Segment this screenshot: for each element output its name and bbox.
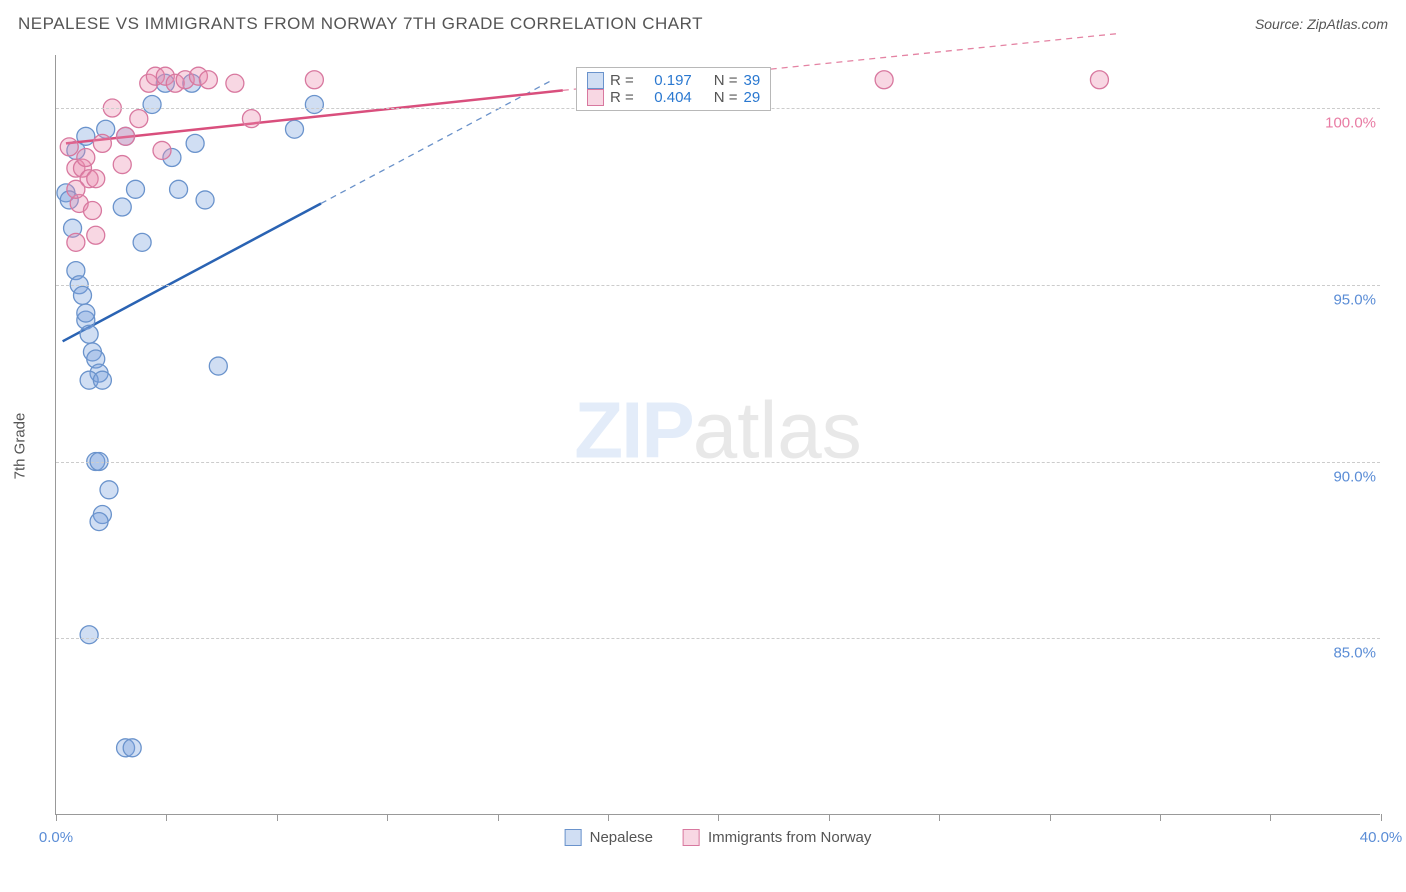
- chart-plot-area: ZIPatlas R =0.197N =39R =0.404N =29 Nepa…: [55, 55, 1380, 815]
- x-tick: [56, 814, 57, 821]
- x-tick: [1160, 814, 1161, 821]
- source-label: Source: ZipAtlas.com: [1255, 16, 1388, 32]
- x-tick: [718, 814, 719, 821]
- legend-row: R = 0.197 N = 39: [587, 72, 760, 89]
- x-tick: [1381, 814, 1382, 821]
- legend-row: R = 0.404 N = 29: [587, 89, 760, 106]
- chart-title: NEPALESE VS IMMIGRANTS FROM NORWAY 7TH G…: [18, 14, 703, 34]
- legend-item: Immigrants from Norway: [683, 829, 871, 846]
- legend-label: Nepalese: [590, 829, 653, 846]
- legend-swatch: [683, 829, 700, 846]
- n-label: N =: [714, 89, 738, 106]
- n-value: 39: [744, 72, 761, 89]
- y-tick-label: 100.0%: [1319, 113, 1382, 134]
- r-label: R =: [610, 72, 634, 89]
- chart-svg: [56, 55, 1380, 814]
- x-tick: [939, 814, 940, 821]
- r-value: 0.404: [640, 89, 692, 106]
- gridline: [56, 462, 1380, 463]
- legend-swatch: [587, 72, 604, 89]
- gridline: [56, 638, 1380, 639]
- legend-swatch: [565, 829, 582, 846]
- correlation-legend: R = 0.197 N = 39 R = 0.404 N = 29: [576, 67, 771, 111]
- x-tick: [166, 814, 167, 821]
- x-tick: [829, 814, 830, 821]
- r-label: R =: [610, 89, 634, 106]
- x-tick: [387, 814, 388, 821]
- n-label: N =: [714, 72, 738, 89]
- r-value: 0.197: [640, 72, 692, 89]
- y-tick-label: 85.0%: [1327, 643, 1382, 664]
- y-tick-label: 95.0%: [1327, 289, 1382, 310]
- series-legend: Nepalese Immigrants from Norway: [565, 829, 872, 846]
- y-axis-label: 7th Grade: [12, 413, 29, 480]
- legend-item: Nepalese: [565, 829, 653, 846]
- x-tick: [1050, 814, 1051, 821]
- legend-label: Immigrants from Norway: [708, 829, 871, 846]
- y-tick-label: 90.0%: [1327, 466, 1382, 487]
- x-tick: [608, 814, 609, 821]
- n-value: 29: [744, 89, 761, 106]
- gridline: [56, 285, 1380, 286]
- x-tick: [498, 814, 499, 821]
- x-tick: [277, 814, 278, 821]
- legend-swatch: [587, 89, 604, 106]
- x-tick-label: 0.0%: [39, 829, 73, 846]
- x-tick: [1270, 814, 1271, 821]
- x-tick-label: 40.0%: [1360, 829, 1403, 846]
